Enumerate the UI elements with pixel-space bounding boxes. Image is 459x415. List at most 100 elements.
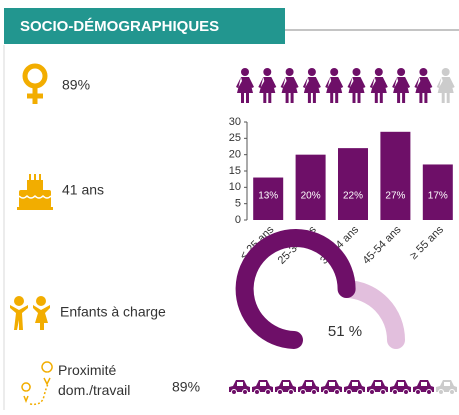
women-value: 89% bbox=[62, 77, 90, 93]
car-wheel bbox=[369, 389, 375, 395]
car-icon bbox=[275, 380, 296, 395]
age-label: 41 ans bbox=[62, 182, 104, 198]
car-wheel bbox=[300, 389, 306, 395]
commute-value: 89% bbox=[172, 379, 200, 395]
car-icon bbox=[367, 380, 388, 395]
bar-value-label: 13% bbox=[258, 191, 278, 202]
woman-leg bbox=[268, 93, 272, 103]
bar bbox=[295, 154, 326, 220]
woman-body bbox=[302, 77, 321, 93]
car-wheel bbox=[357, 389, 363, 395]
bar-value-label: 22% bbox=[343, 191, 363, 202]
car-icon bbox=[344, 380, 365, 395]
bar bbox=[380, 131, 411, 220]
car-wheel bbox=[265, 389, 271, 395]
car-wheel bbox=[288, 389, 294, 395]
woman-head bbox=[241, 68, 249, 76]
woman-icon bbox=[236, 68, 254, 103]
car-icon bbox=[298, 380, 319, 395]
woman-leg bbox=[419, 93, 423, 103]
woman-body bbox=[414, 77, 433, 93]
woman-body bbox=[280, 77, 299, 93]
woman-head bbox=[307, 68, 316, 76]
woman-icon bbox=[347, 68, 366, 103]
woman-leg bbox=[424, 93, 428, 103]
commute-label-box: Proximité dom./travail bbox=[58, 362, 131, 398]
car-icon bbox=[436, 380, 457, 395]
bar-value-label: 17% bbox=[428, 191, 448, 202]
car-wheel bbox=[392, 389, 398, 395]
car-window bbox=[306, 382, 312, 386]
header-title: SOCIO-DÉMOGRAPHIQUES bbox=[20, 18, 219, 35]
woman-head bbox=[352, 68, 361, 76]
car-wheel bbox=[403, 389, 409, 395]
y-tick-label: 10 bbox=[229, 181, 241, 193]
woman-icon bbox=[280, 68, 299, 103]
car-wheel bbox=[426, 389, 432, 395]
woman-leg bbox=[441, 93, 445, 103]
car-wheel bbox=[438, 389, 444, 395]
woman-body bbox=[369, 77, 388, 93]
woman-body bbox=[325, 77, 344, 93]
bar bbox=[422, 164, 453, 220]
car-wheel bbox=[242, 389, 248, 395]
car-wheel bbox=[415, 389, 421, 395]
car-window bbox=[421, 382, 427, 386]
car-window bbox=[329, 382, 335, 386]
woman-body bbox=[436, 77, 455, 93]
gauge-rest bbox=[337, 280, 405, 349]
cake-icon bbox=[17, 174, 53, 210]
car-window bbox=[260, 382, 266, 386]
car-wheel bbox=[449, 389, 455, 395]
car-icon bbox=[321, 380, 342, 395]
woman-leg bbox=[263, 93, 267, 103]
car-icon bbox=[413, 380, 434, 395]
commute-label: Proximité dom./travail bbox=[58, 362, 131, 398]
car-window bbox=[352, 382, 358, 386]
woman-leg bbox=[397, 93, 401, 103]
woman-body bbox=[258, 77, 277, 93]
car-wheel bbox=[254, 389, 260, 395]
car-wheel bbox=[334, 389, 340, 395]
gauge-fill bbox=[235, 229, 356, 349]
car-wheel bbox=[277, 389, 283, 395]
bar bbox=[253, 177, 284, 220]
bar-value-label: 20% bbox=[301, 191, 321, 202]
woman-head bbox=[263, 68, 272, 76]
woman-leg bbox=[330, 93, 334, 103]
woman-leg bbox=[357, 93, 361, 103]
y-tick-label: 15 bbox=[229, 165, 241, 177]
woman-head bbox=[285, 68, 294, 76]
woman-icon bbox=[392, 68, 411, 103]
female-icon bbox=[22, 63, 48, 104]
x-tick-label: 45-54 ans bbox=[360, 223, 403, 266]
car-wheel bbox=[380, 389, 386, 395]
woman-leg bbox=[402, 93, 406, 103]
woman-leg bbox=[379, 93, 383, 103]
woman-head bbox=[397, 68, 406, 76]
woman-head bbox=[419, 68, 428, 76]
woman-leg bbox=[246, 93, 249, 103]
x-tick-label: ≥ 55 ans bbox=[408, 223, 447, 262]
woman-leg bbox=[374, 93, 378, 103]
children-label: Enfants à charge bbox=[60, 304, 166, 320]
y-tick-label: 20 bbox=[229, 149, 241, 161]
header-banner bbox=[4, 8, 285, 44]
car-window bbox=[398, 382, 404, 386]
woman-leg bbox=[312, 93, 316, 103]
car-wheel bbox=[311, 389, 317, 395]
y-tick-label: 5 bbox=[235, 198, 241, 210]
woman-leg bbox=[446, 93, 450, 103]
woman-body bbox=[392, 77, 411, 93]
gauge-label: 51 % bbox=[328, 323, 362, 340]
woman-head bbox=[374, 68, 383, 76]
woman-icon bbox=[258, 68, 277, 103]
car-icon bbox=[252, 380, 273, 395]
car-window bbox=[283, 382, 289, 386]
car-icon bbox=[229, 380, 250, 395]
car-wheel bbox=[346, 389, 352, 395]
location-icon bbox=[21, 361, 53, 406]
y-tick-label: 25 bbox=[229, 132, 241, 144]
car-wheel bbox=[323, 389, 329, 395]
woman-body bbox=[236, 77, 254, 93]
